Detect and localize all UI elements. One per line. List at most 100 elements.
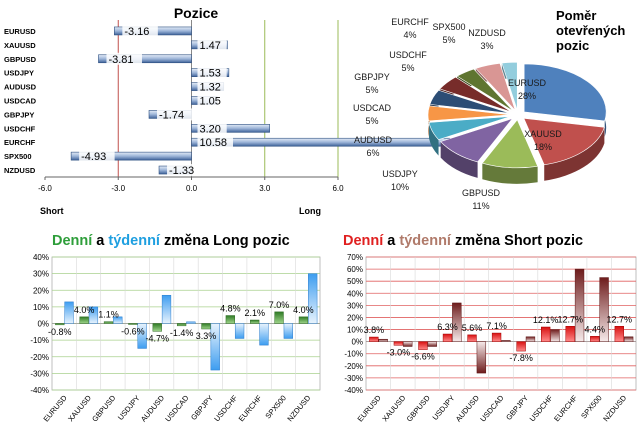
category-label: SPX500 xyxy=(4,152,32,161)
pie-category-label: GBPUSD xyxy=(462,188,501,198)
pie-slice xyxy=(501,61,518,111)
weekly-bar xyxy=(161,294,172,324)
category-label: NZDUSD xyxy=(601,393,628,423)
weekly-bar xyxy=(452,302,462,342)
chart-title-part: Denní xyxy=(52,233,93,249)
y-tick-label: -30% xyxy=(30,369,49,378)
pie-category-label: EURCHF xyxy=(391,17,429,27)
pie-title-line: Poměr xyxy=(556,8,596,23)
y-tick-label: 20% xyxy=(33,286,49,295)
pie-slice xyxy=(523,117,605,166)
pie-value-label: 28% xyxy=(518,91,536,101)
long-change-chart: Denní a týdenní změna Long pozic -40% -30%… xyxy=(30,233,321,424)
data-label: -4.7% xyxy=(145,333,169,343)
data-label: 12.7% xyxy=(557,314,583,324)
value-label: -1.74 xyxy=(159,109,184,121)
category-label: NZDUSD xyxy=(285,393,312,423)
y-tick-label: 10% xyxy=(347,326,363,335)
data-label: 7.1% xyxy=(486,321,507,331)
short-label: Short xyxy=(40,206,64,216)
pie-title-line: pozic xyxy=(556,38,589,53)
value-label: 1.47 xyxy=(200,40,221,52)
pie-slice xyxy=(440,117,514,163)
data-label: 4.0% xyxy=(74,305,95,315)
y-tick-label: 30% xyxy=(347,301,363,310)
weekly-bar xyxy=(64,301,74,324)
pie-value-label: 5% xyxy=(401,63,414,73)
weekly-bar xyxy=(234,323,245,339)
daily-bar xyxy=(614,326,624,342)
data-label: 4.4% xyxy=(585,324,606,334)
weekly-bar xyxy=(113,316,123,324)
positions-chart: Pozice -6.0 -3.0 0.0 3.0 6.0 EURUSD -3.16 XAUUSD… xyxy=(4,5,451,216)
y-tick-label: -10% xyxy=(30,336,49,345)
pie-slice-side xyxy=(429,122,439,156)
daily-bar xyxy=(442,333,453,342)
y-tick-label: -20% xyxy=(30,353,49,362)
chart-title: Denní a týdenní změna Short pozic xyxy=(343,233,583,249)
data-label: 5.6% xyxy=(462,323,483,333)
category-label: EURCHF xyxy=(552,393,579,423)
pie-slice xyxy=(439,76,512,113)
pie-value-label: 5% xyxy=(365,85,378,95)
daily-bar xyxy=(128,323,138,325)
position-bar xyxy=(70,151,192,161)
value-label-bg xyxy=(197,80,227,93)
category-label: EURCHF xyxy=(4,138,36,147)
value-label: -4.93 xyxy=(81,151,106,163)
pie-category-label: GBPJPY xyxy=(354,72,390,82)
pie-slice-side xyxy=(482,163,538,184)
category-label: USDCAD xyxy=(163,393,191,423)
value-label: 3.20 xyxy=(200,123,221,135)
data-label: 1.1% xyxy=(98,310,119,320)
pie-slice xyxy=(481,119,539,169)
daily-bar xyxy=(418,341,428,350)
y-tick-label: 0% xyxy=(351,338,363,347)
weekly-bar xyxy=(501,340,511,342)
category-label: XAUUSD xyxy=(380,393,407,423)
data-label: 12.7% xyxy=(607,314,633,324)
chart-title-part: Denní xyxy=(343,233,384,249)
weekly-bar xyxy=(186,321,196,324)
x-tick-label: -3.0 xyxy=(111,184,125,193)
category-label: EURUSD xyxy=(356,393,384,423)
category-label: GBPJPY xyxy=(189,394,215,422)
category-label: AUDUSD xyxy=(4,83,37,92)
weekly-bar xyxy=(427,341,437,347)
data-label: -3.0% xyxy=(387,347,411,357)
daily-bar xyxy=(467,334,477,342)
weekly-bar xyxy=(137,323,147,349)
pie-slice-side xyxy=(440,141,478,178)
pie-slice xyxy=(475,63,516,111)
weekly-bar xyxy=(599,277,609,342)
y-tick-label: -40% xyxy=(30,386,49,395)
long-label: Long xyxy=(299,206,321,216)
chart-title-part: týdenní xyxy=(108,233,161,249)
data-label: -0.8% xyxy=(48,327,72,337)
y-tick-label: 50% xyxy=(347,277,363,286)
pie-value-label: 5% xyxy=(365,116,378,126)
x-tick-label: 3.0 xyxy=(259,184,271,193)
category-label: USDCHF xyxy=(4,124,36,133)
value-label-bg xyxy=(197,38,227,51)
pie-value-label: 3% xyxy=(480,41,493,51)
value-label: 1.32 xyxy=(200,82,221,94)
weekly-bar xyxy=(623,336,634,342)
value-label-bg xyxy=(197,122,227,135)
data-label: -7.8% xyxy=(509,353,533,363)
category-label: EURCHF xyxy=(237,393,264,423)
category-label: XAUUSD xyxy=(66,393,93,423)
pie-slice xyxy=(427,105,511,122)
y-tick-label: -30% xyxy=(344,374,363,383)
daily-bar xyxy=(393,341,404,346)
daily-bar xyxy=(491,332,502,342)
weekly-bar xyxy=(378,338,388,342)
daily-bar xyxy=(298,316,309,324)
daily-bar xyxy=(152,323,162,332)
category-label: USDCHF xyxy=(212,393,239,423)
position-bar xyxy=(191,124,270,133)
value-label-bg xyxy=(197,94,227,107)
daily-bar xyxy=(590,336,600,342)
weekly-bar xyxy=(525,336,536,342)
category-label: GBPJPY xyxy=(4,110,34,119)
